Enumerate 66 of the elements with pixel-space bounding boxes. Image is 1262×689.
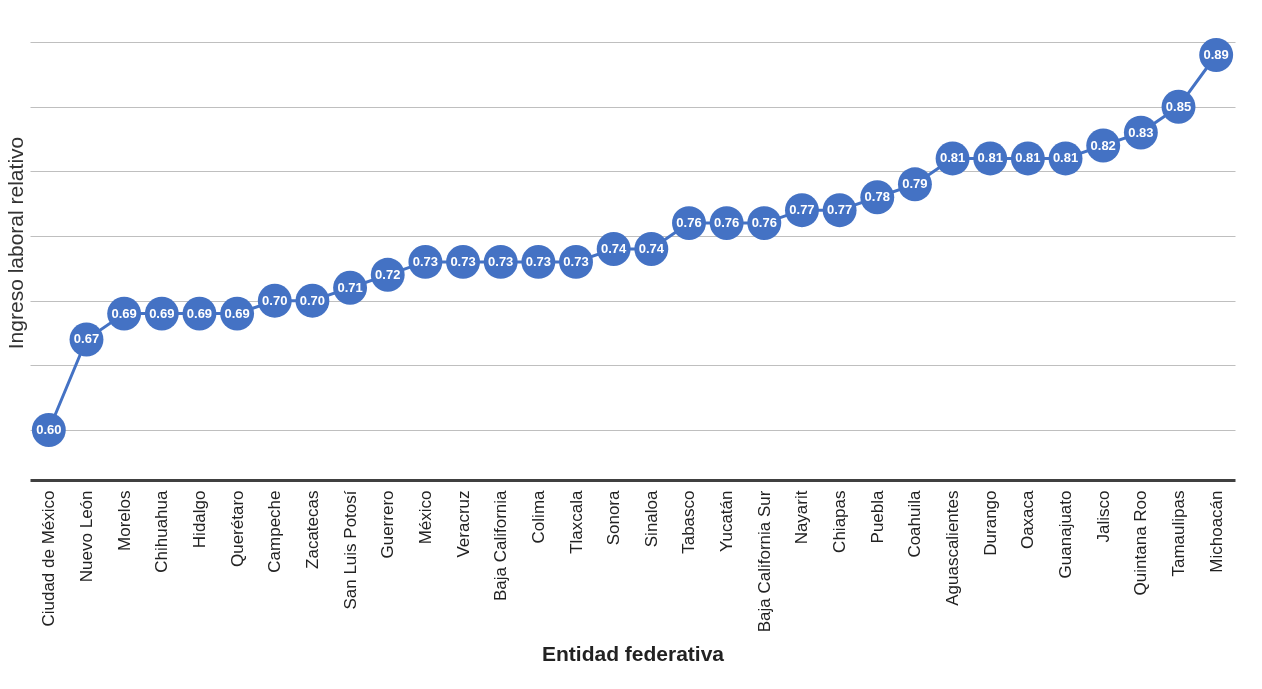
x-tick-label: Ciudad de México	[39, 490, 59, 627]
x-tick-label: Tlaxcala	[566, 489, 586, 554]
data-label: 0.73	[450, 253, 476, 269]
x-tick-label: Campeche	[265, 490, 285, 573]
x-tick-label: Sinaloa	[641, 489, 661, 548]
x-tick-label: Colima	[528, 489, 548, 544]
x-tick-label: Puebla	[867, 489, 887, 544]
data-label: 0.76	[713, 215, 740, 231]
x-tick-label: Guerrero	[378, 490, 398, 559]
x-tick-label: Jalisco	[1093, 490, 1113, 543]
data-label: 0.81	[1052, 150, 1079, 166]
data-label: 0.72	[375, 266, 401, 282]
data-label: 0.60	[36, 422, 62, 437]
x-tick-label: Michoacán	[1206, 490, 1226, 573]
x-tick-label: México	[415, 490, 435, 545]
data-label: 0.81	[939, 150, 966, 166]
x-tick-label: Hidalgo	[189, 490, 209, 549]
data-label: 0.85	[1165, 98, 1192, 114]
x-axis-title: Entidad federativa	[541, 642, 725, 666]
x-tick-label: Chihuahua	[152, 489, 172, 573]
x-tick-label: Baja California Sur	[754, 490, 774, 633]
data-label: 0.74	[638, 240, 665, 256]
x-tick-label: Morelos	[114, 490, 134, 551]
x-tick-label: Tamaulipas	[1169, 490, 1189, 577]
data-label: 0.77	[826, 202, 853, 218]
x-tick-label: Tabasco	[679, 490, 699, 554]
data-label: 0.77	[789, 202, 815, 218]
data-label: 0.69	[149, 305, 175, 321]
x-tick-label: San Luis Potosí	[340, 490, 360, 610]
data-label: 0.81	[1015, 150, 1041, 166]
x-tick-label: Durango	[980, 490, 1000, 556]
y-axis-title: Ingreso laboral relativo	[3, 136, 27, 350]
x-tick-label: Querétaro	[227, 490, 247, 568]
data-label: 0.83	[1128, 124, 1154, 140]
x-tick-label: Nayarit	[792, 490, 812, 545]
x-tick-label: Guanajuato	[1056, 490, 1076, 579]
data-label: 0.70	[262, 292, 288, 308]
x-tick-label: Veracruz	[453, 490, 473, 558]
data-label: 0.76	[676, 215, 702, 231]
data-label: 0.82	[1090, 137, 1116, 153]
x-tick-label: Sonora	[604, 489, 624, 546]
x-tick-label: Chiapas	[830, 490, 850, 553]
data-label: 0.70	[299, 292, 326, 308]
data-label: 0.79	[902, 176, 928, 192]
x-tick-label: Oaxaca	[1018, 489, 1038, 550]
data-label: 0.89	[1203, 47, 1229, 62]
x-tick-label: Aguascalientes	[943, 490, 963, 606]
data-label: 0.73	[488, 253, 514, 269]
data-label: 0.73	[525, 253, 552, 269]
x-tick-label: Yucatán	[717, 490, 737, 552]
data-label: 0.81	[977, 150, 1003, 166]
data-label: 0.69	[224, 305, 250, 321]
x-tick-label: Baja California	[491, 489, 511, 602]
x-tick-label: Nuevo León	[76, 490, 96, 583]
data-label: 0.78	[864, 189, 890, 205]
data-label: 0.73	[412, 253, 439, 269]
x-tick-label: Coahuila	[905, 489, 925, 558]
x-tick-label: Quintana Roo	[1131, 490, 1151, 596]
data-label: 0.76	[751, 215, 777, 231]
data-label: 0.73	[563, 253, 589, 269]
data-label: 0.67	[73, 331, 100, 347]
data-label: 0.71	[337, 279, 363, 295]
data-label: 0.69	[111, 305, 137, 321]
data-label: 0.74	[601, 240, 628, 256]
x-tick-label: Zacatecas	[302, 490, 322, 569]
data-label: 0.69	[186, 305, 213, 321]
